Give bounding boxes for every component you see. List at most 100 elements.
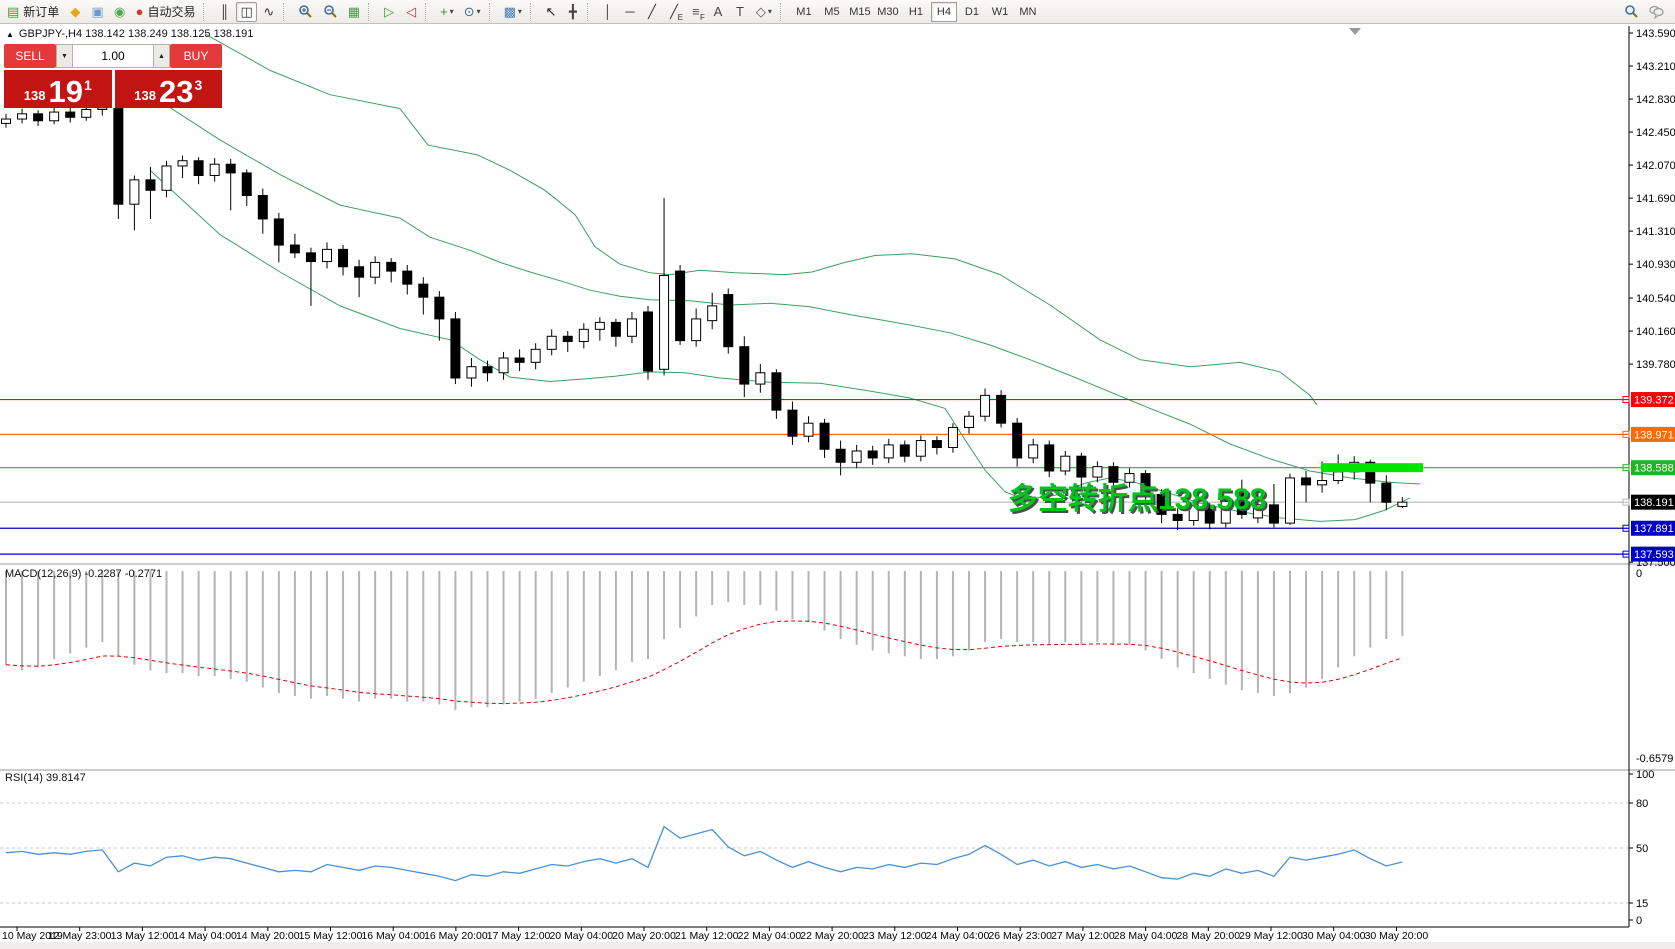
favorites-button[interactable]: ◆ [65, 2, 85, 22]
date-label[interactable]: 28 May 20:00 [1176, 930, 1240, 942]
date-label[interactable]: 24 May 04:00 [926, 930, 990, 942]
periods-button[interactable]: ⊙ ▾ [460, 2, 485, 22]
autotrading-button[interactable]: ● 自动交易 [132, 2, 200, 22]
date-label[interactable]: 27 May 12:00 [1051, 930, 1115, 942]
timeframe-button-d1[interactable]: D1 [964, 5, 979, 18]
collapse-panel-icon[interactable]: ▲ [6, 29, 14, 39]
autotrading-button-glyph: ● [135, 4, 144, 19]
indicators-button[interactable]: + ▾ [436, 2, 458, 22]
equidistant-channel-button-glyph: ╱ [670, 4, 678, 19]
timeframe-button-h1[interactable]: H1 [908, 5, 923, 18]
new-order-button[interactable]: ▤ 新订单 [3, 2, 63, 22]
new-order-button-label: 新订单 [23, 5, 60, 19]
date-label[interactable]: 20 May 20:00 [612, 930, 676, 942]
community-chat-icon[interactable] [1645, 2, 1668, 22]
date-label[interactable]: 30 May 04:00 [1302, 930, 1366, 942]
chart-shift-marker[interactable] [1349, 28, 1361, 35]
timeframe-button-m15[interactable]: M15 [849, 5, 871, 18]
timeframe-button-mn[interactable]: MN [1019, 5, 1037, 18]
candle-body [129, 179, 140, 205]
zoom-in-button[interactable] [294, 2, 317, 22]
toolbar-separator [586, 2, 593, 21]
indicators-button-caret-icon: ▾ [449, 7, 454, 16]
price-tick-label: 140.160 [1636, 326, 1675, 338]
search-icon[interactable] [1620, 2, 1643, 22]
price-label-138.971: 138.971 [1634, 429, 1674, 441]
sell-button[interactable]: SELL [4, 44, 56, 68]
toolbar-separator [779, 2, 786, 21]
date-label[interactable]: 30 May 20:00 [1365, 930, 1429, 942]
volume-input[interactable] [73, 44, 153, 68]
zoom-out-button[interactable] [319, 2, 342, 22]
chart-shift-button[interactable]: ◁ [401, 2, 421, 22]
text-label-button-glyph: T [735, 4, 744, 19]
date-label[interactable]: 22 May 20:00 [800, 930, 864, 942]
sell-price[interactable]: 138 19 1 [4, 70, 112, 108]
horizontal-line-button[interactable]: ─ [620, 2, 640, 22]
toolbar-separator [282, 2, 289, 21]
date-label[interactable]: 10 May 2019 [2, 930, 63, 942]
candle-body [899, 444, 910, 457]
candle-body [1076, 455, 1087, 478]
buy-button[interactable]: BUY [170, 44, 222, 68]
sound-alert-button[interactable]: ◉ [110, 2, 130, 22]
date-label[interactable]: 12 May 23:00 [48, 930, 112, 942]
text-label-button[interactable]: T [730, 2, 750, 22]
macd-min-label: -0.6579 [1636, 753, 1673, 765]
date-label[interactable]: 29 May 12:00 [1239, 930, 1303, 942]
timeframe-button-m5[interactable]: M5 [824, 5, 840, 18]
timeframe-button-h4[interactable]: H4 [930, 1, 957, 22]
date-label[interactable]: 15 May 12:00 [299, 930, 363, 942]
crosshair-button[interactable]: ╋ [563, 2, 583, 22]
cursor-button[interactable]: ↖ [541, 2, 561, 22]
date-label[interactable]: 14 May 20:00 [236, 930, 300, 942]
bar-chart-button[interactable]: ║ [214, 2, 234, 22]
date-label[interactable]: 13 May 12:00 [111, 930, 175, 942]
candle-body [739, 346, 750, 385]
date-label[interactable]: 21 May 12:00 [675, 930, 739, 942]
date-label[interactable]: 16 May 20:00 [424, 930, 488, 942]
sell-price-big: 19 [48, 74, 83, 110]
candle-body [225, 163, 236, 174]
candlestick-chart-button[interactable]: ◫ [236, 1, 257, 22]
buy-price[interactable]: 138 23 3 [114, 70, 222, 108]
profiles-button[interactable]: ▣ [87, 2, 107, 22]
date-label[interactable]: 26 May 23:00 [988, 930, 1052, 942]
text-button[interactable]: A [708, 2, 728, 22]
date-label[interactable]: 16 May 04:00 [361, 930, 425, 942]
vertical-line-button[interactable]: │ [598, 2, 618, 22]
bottom-strip [0, 942, 1675, 949]
date-label[interactable]: 20 May 04:00 [549, 930, 613, 942]
date-label[interactable]: 17 May 12:00 [487, 930, 551, 942]
date-label[interactable]: 14 May 04:00 [173, 930, 237, 942]
candle-body [1204, 505, 1215, 524]
equidistant-channel-button[interactable]: ╱ E [664, 2, 684, 22]
templates-button[interactable]: ▩ ▾ [500, 2, 526, 22]
line-chart-button[interactable]: ∿ [259, 2, 279, 22]
candle-body [338, 248, 349, 268]
turning-point-annotation[interactable]: 多空转折点138.588 [1008, 483, 1267, 516]
candle-body [1012, 422, 1023, 459]
price-label-137.593: 137.593 [1634, 549, 1674, 561]
date-label[interactable]: 23 May 12:00 [863, 930, 927, 942]
tile-windows-button-glyph: ▦ [347, 4, 361, 19]
date-label[interactable]: 28 May 04:00 [1114, 930, 1178, 942]
toolbar-separator [203, 2, 209, 21]
arrows-button[interactable]: ◇ ▾ [752, 2, 776, 22]
macd-indicator-label: MACD(12,26,9) -0.2287 -0.2771 [5, 568, 163, 580]
templates-button-caret-icon: ▾ [517, 7, 522, 16]
chart-shift-button-glyph: ◁ [406, 4, 417, 19]
level-highlight-box[interactable] [1321, 463, 1423, 473]
date-label[interactable]: 22 May 04:00 [738, 930, 802, 942]
tile-windows-button[interactable]: ▦ [344, 2, 364, 22]
volume-decrease-button[interactable]: ▼ [56, 44, 73, 68]
fibonacci-button[interactable]: ≡ F [686, 2, 706, 22]
auto-scroll-button[interactable]: ▷ [379, 2, 399, 22]
timeframe-button-m30[interactable]: M30 [877, 5, 899, 18]
candle-body [17, 113, 28, 120]
volume-increase-button[interactable]: ▲ [153, 44, 170, 68]
timeframe-button-m1[interactable]: M1 [796, 5, 812, 18]
timeframe-button-w1[interactable]: W1 [991, 5, 1009, 18]
trendline-button[interactable]: ╱ [642, 2, 662, 22]
